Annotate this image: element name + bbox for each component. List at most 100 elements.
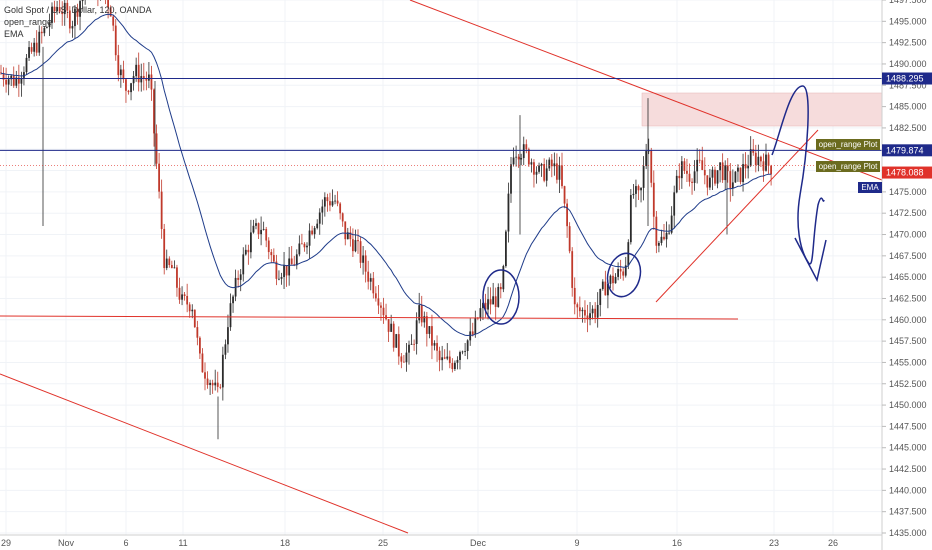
- candle: [199, 336, 201, 360]
- forecast-arrow-head: [794, 237, 827, 283]
- candle: [558, 156, 561, 193]
- candles: [0, 0, 772, 440]
- candle: [105, 0, 106, 5]
- forecast-arrow-drawing: [771, 85, 825, 265]
- candle: [334, 194, 336, 205]
- candle: [176, 264, 178, 297]
- candle: [252, 219, 255, 234]
- svg-text:open_range Plot: open_range Plot: [819, 140, 878, 149]
- candle: [35, 30, 38, 56]
- candle: [272, 248, 275, 263]
- candle: [431, 314, 433, 360]
- axes: [0, 0, 883, 550]
- candle: [734, 171, 737, 183]
- candle: [533, 159, 535, 188]
- candle: [731, 169, 734, 197]
- candle: [122, 60, 125, 83]
- candle: [451, 358, 454, 373]
- candle: [191, 304, 194, 319]
- candle: [747, 154, 750, 179]
- candle: [403, 354, 405, 363]
- candle: [372, 271, 375, 299]
- candle: [596, 292, 599, 328]
- candle: [686, 158, 688, 183]
- candle: [632, 183, 635, 199]
- candle: [494, 287, 497, 321]
- candle: [285, 265, 288, 287]
- candle: [663, 224, 665, 241]
- candle: [556, 153, 558, 184]
- candle: [71, 20, 74, 38]
- svg-text:1488.295: 1488.295: [886, 74, 924, 84]
- time-axis[interactable]: 29 Nov 6 11 18 25 Dec 9 16 23 26: [1, 538, 838, 548]
- candle: [703, 157, 706, 185]
- candle: [48, 13, 51, 36]
- candle: [25, 54, 28, 75]
- candle: [341, 212, 344, 227]
- candle: [306, 242, 308, 255]
- candle: [456, 356, 459, 370]
- candle: [148, 62, 150, 89]
- candle: [711, 166, 714, 191]
- candle: [581, 307, 584, 323]
- candle: [721, 153, 724, 183]
- svg-text:1479.874: 1479.874: [886, 145, 924, 155]
- y-tick-label: 1492.500: [889, 38, 927, 48]
- candle: [658, 240, 660, 253]
- candle: [56, 1, 58, 15]
- candle: [68, 6, 71, 34]
- candle: [201, 348, 204, 373]
- candle: [517, 153, 520, 168]
- candle: [153, 88, 155, 147]
- candle: [754, 144, 757, 173]
- candle: [165, 249, 168, 271]
- candle: [15, 70, 18, 89]
- candle: [214, 369, 217, 391]
- candle: [609, 274, 612, 289]
- candle: [2, 67, 5, 87]
- candle: [454, 360, 456, 372]
- candle: [714, 166, 716, 186]
- candle: [515, 145, 517, 167]
- candle: [232, 294, 234, 313]
- indicator-open-range[interactable]: open_range: [4, 17, 53, 27]
- candle: [295, 249, 298, 270]
- candle: [578, 296, 581, 317]
- x-tick-label: 16: [672, 538, 682, 548]
- candle: [362, 246, 364, 275]
- x-tick-label: 25: [378, 538, 388, 548]
- candle: [74, 4, 76, 40]
- candle: [81, 0, 84, 10]
- candle: [51, 2, 53, 29]
- indicator-ema[interactable]: EMA: [4, 29, 24, 39]
- candle: [589, 302, 591, 326]
- candle: [227, 314, 229, 353]
- candle: [168, 256, 171, 268]
- candle: [535, 166, 538, 184]
- open_range_tag_2: open_range Plot: [816, 161, 880, 172]
- candle: [158, 153, 160, 199]
- candle: [594, 302, 597, 324]
- symbol-title[interactable]: Gold Spot / U.S. Dollar, 120, OANDA: [4, 5, 152, 15]
- candle: [204, 362, 206, 391]
- candle: [267, 237, 270, 260]
- svg-text:1478.088: 1478.088: [886, 168, 924, 178]
- candle: [10, 74, 13, 87]
- candle: [420, 295, 423, 327]
- price-tag-open_range_high: 1479.874: [882, 144, 932, 157]
- x-tick-label: 29: [1, 538, 11, 548]
- candle: [525, 139, 528, 154]
- candle: [183, 291, 186, 301]
- candle: [387, 319, 390, 343]
- y-tick-label: 1497.500: [889, 0, 927, 5]
- x-tick-label: 6: [123, 538, 128, 548]
- candle: [117, 44, 120, 82]
- y-tick-label: 1470.000: [889, 230, 927, 240]
- candle: [652, 170, 655, 230]
- y-tick-label: 1482.500: [889, 123, 927, 133]
- candle: [584, 300, 586, 323]
- candle: [247, 244, 250, 265]
- y-tick-label: 1485.000: [889, 102, 927, 112]
